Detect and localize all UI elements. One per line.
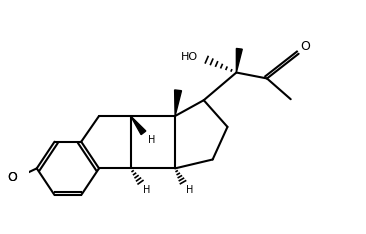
Polygon shape	[131, 116, 146, 135]
Text: O: O	[7, 171, 17, 184]
Polygon shape	[175, 90, 182, 116]
Polygon shape	[236, 48, 242, 73]
Text: H: H	[186, 185, 193, 195]
Text: O: O	[7, 171, 17, 184]
Text: HO: HO	[181, 52, 198, 62]
Text: H: H	[143, 185, 151, 195]
Text: O: O	[300, 40, 310, 53]
Text: H: H	[149, 135, 156, 145]
